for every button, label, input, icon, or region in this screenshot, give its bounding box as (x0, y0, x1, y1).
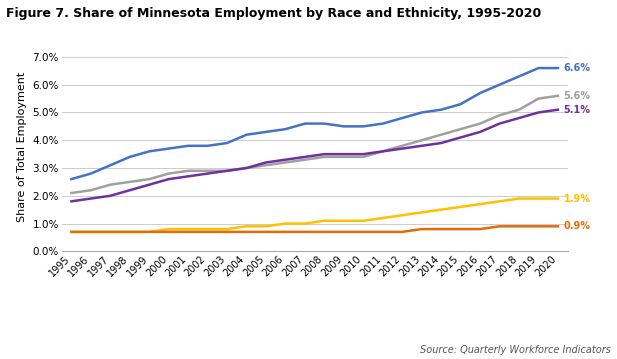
Text: Source: Quarterly Workforce Indicators: Source: Quarterly Workforce Indicators (420, 345, 611, 355)
Text: 1.9%: 1.9% (564, 194, 590, 204)
Y-axis label: Share of Total Employment: Share of Total Employment (17, 72, 27, 222)
Text: Figure 7. Share of Minnesota Employment by Race and Ethnicity, 1995-2020: Figure 7. Share of Minnesota Employment … (6, 7, 542, 20)
Text: 0.9%: 0.9% (564, 221, 590, 231)
Text: 5.6%: 5.6% (564, 91, 590, 101)
Text: 6.6%: 6.6% (564, 63, 590, 73)
Text: 5.1%: 5.1% (564, 105, 590, 115)
